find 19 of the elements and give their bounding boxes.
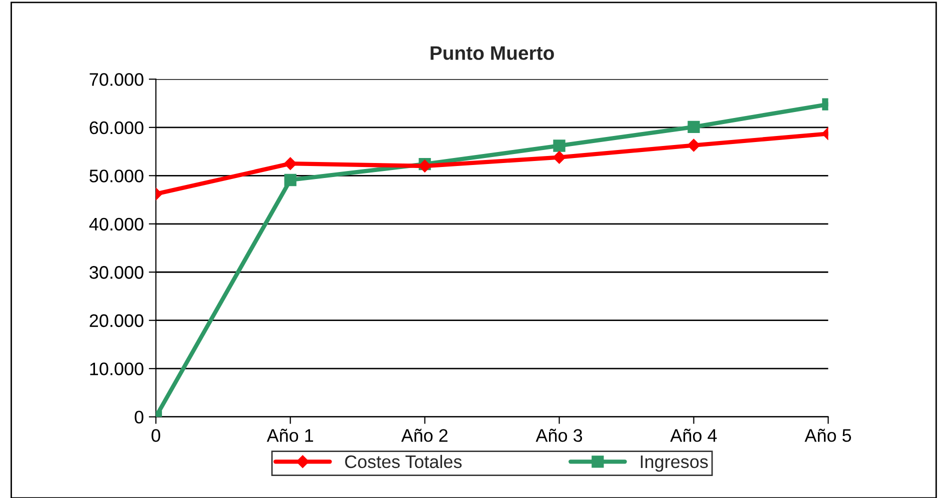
y-tick-label: 60.000	[90, 121, 144, 134]
y-tick-label: 50.000	[90, 170, 144, 182]
x-tick-label: Año 5	[804, 428, 852, 442]
x-tick-label: 0	[152, 429, 160, 442]
legend-label: Costes Totales	[345, 454, 462, 468]
x-tick-label: Año 3	[536, 428, 582, 442]
x-tick-label: Año 2	[401, 428, 448, 442]
y-tick-label: 70.000	[90, 73, 144, 86]
point	[552, 150, 566, 164]
y-tick-label: 0	[134, 410, 144, 424]
y-tick-label: 40.000	[89, 218, 144, 231]
legend-label: Ingresos	[640, 456, 708, 472]
chart-title: Punto Muerto	[430, 46, 554, 60]
y-tick-label: 30.000	[90, 266, 144, 279]
y-tick-label: 10.000	[90, 362, 144, 376]
y-tick-label: 20.000	[90, 314, 144, 328]
x-tick-label: Año 1	[266, 428, 314, 442]
x-tick-label: Año 4	[670, 428, 717, 442]
point	[553, 140, 566, 152]
